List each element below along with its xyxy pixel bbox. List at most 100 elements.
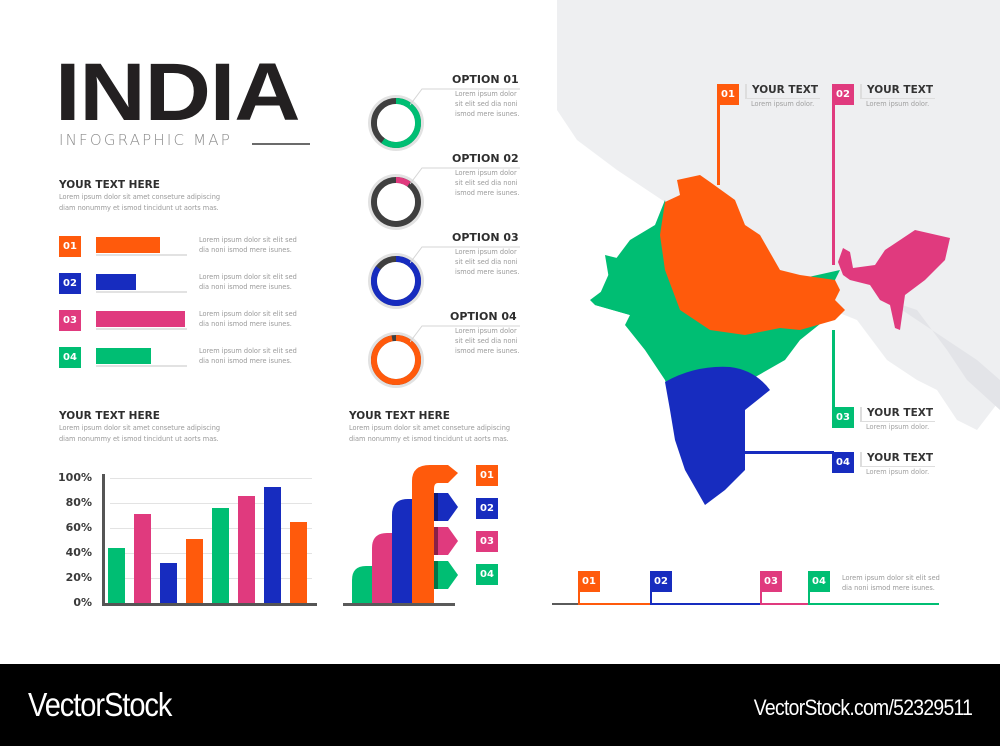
timeline-01-badge: 01 — [578, 571, 600, 592]
india-map — [590, 175, 950, 505]
timeline-stem — [578, 590, 580, 604]
timeline-segment-03 — [760, 603, 808, 605]
option-2-title: OPTION 02 — [452, 152, 519, 165]
item-text-2: dia noni ismod mere isunes. — [199, 320, 292, 328]
grid-line — [110, 503, 312, 504]
arrow-badge-02: 02 — [476, 498, 498, 519]
option-connector — [410, 167, 520, 185]
callout-01-title: YOUR TEXT — [752, 84, 819, 96]
item-01-badge: 01 — [59, 236, 81, 257]
item-text-2: dia noni ismod mere isunes. — [199, 357, 292, 365]
timeline-start — [552, 603, 578, 605]
page-subtitle: INFOGRAPHIC MAP — [59, 131, 233, 149]
timeline-02-badge: 02 — [650, 571, 672, 592]
option-line: sit elit sed dia noni — [455, 337, 518, 345]
option-4-title: OPTION 04 — [450, 310, 517, 323]
timeline-segment-01 — [578, 603, 650, 605]
footer-url[interactable]: VectorStock.com/52329511 — [753, 695, 973, 720]
callout-divider — [860, 84, 862, 99]
timeline-stem — [808, 590, 810, 604]
callout-03-line — [832, 330, 835, 420]
option-3-donut — [368, 253, 424, 309]
y-tick-label: 80% — [65, 496, 92, 509]
section-one-heading: YOUR TEXT HERE — [59, 179, 160, 191]
item-text-1: Lorem ipsum dolor sit elit sed — [199, 236, 297, 244]
callout-01-badge: 01 — [717, 84, 739, 105]
bar-7 — [264, 486, 281, 603]
item-03-bar — [96, 311, 185, 327]
item-text-1: Lorem ipsum dolor sit elit sed — [199, 347, 297, 355]
callout-02-line — [832, 90, 835, 265]
bar-1 — [108, 548, 125, 603]
option-line: Lorem ipsum dolor — [455, 90, 517, 98]
arrow-section-body-1: Lorem ipsum dolor sit amet conseture adi… — [349, 424, 511, 432]
callout-01-line — [717, 90, 720, 185]
bar-5 — [212, 508, 229, 603]
bar-section-heading: YOUR TEXT HERE — [59, 410, 160, 422]
subtitle-underline — [252, 143, 310, 145]
option-line: sit elit sed dia noni — [455, 258, 518, 266]
grid-line — [110, 553, 312, 554]
bar-section-body-1: Lorem ipsum dolor sit amet conseture adi… — [59, 424, 221, 432]
item-text-1: Lorem ipsum dolor sit elit sed — [199, 310, 297, 318]
arrow-badge-04: 04 — [476, 564, 498, 585]
option-1-title: OPTION 01 — [452, 73, 519, 86]
callout-02-badge: 02 — [832, 84, 854, 105]
callout-divider — [745, 84, 747, 99]
item-02-badge: 02 — [59, 273, 81, 294]
option-line: sit elit sed dia noni — [455, 179, 518, 187]
timeline-segment-02 — [650, 603, 760, 605]
y-tick-label: 60% — [65, 521, 92, 534]
item-03-badge: 03 — [59, 310, 81, 331]
callout-divider — [860, 452, 862, 467]
option-2-donut — [368, 174, 424, 230]
y-tick-label: 40% — [65, 546, 92, 559]
option-line: sit elit sed dia noni — [455, 100, 518, 108]
option-line: ismod mere isunes. — [455, 347, 520, 355]
footer-brand: VectorStock — [28, 686, 172, 723]
x-axis — [102, 603, 317, 606]
item-01-bar — [96, 237, 160, 253]
y-axis — [102, 474, 105, 605]
callout-03-badge: 03 — [832, 407, 854, 428]
callout-underline — [745, 98, 820, 99]
timeline-03-badge: 03 — [760, 571, 782, 592]
option-line: ismod mere isunes. — [455, 110, 520, 118]
option-3-title: OPTION 03 — [452, 231, 519, 244]
callout-underline — [860, 421, 935, 422]
option-line: Lorem ipsum dolor — [455, 169, 517, 177]
callout-03-title: YOUR TEXT — [867, 407, 934, 419]
item-04-badge: 04 — [59, 347, 81, 368]
option-line: ismod mere isunes. — [455, 189, 520, 197]
option-1-donut — [368, 95, 424, 151]
bar-8 — [290, 521, 307, 603]
footer-bar — [0, 664, 1000, 746]
infographic-canvas: INDIA INFOGRAPHIC MAP YOUR TEXT HERE Lor… — [55, 0, 1000, 609]
option-4-donut — [368, 332, 424, 388]
callout-underline — [860, 466, 935, 467]
section-one-body-2: diam nonummy et ismod tincidunt ut aorts… — [59, 204, 219, 212]
callout-04-line — [738, 451, 834, 454]
arrow-step-graphic — [343, 465, 458, 606]
bar-track — [96, 254, 187, 256]
callout-01-sub: Lorem ipsum dolor. — [751, 100, 815, 108]
callout-02-sub: Lorem ipsum dolor. — [866, 100, 930, 108]
section-one-body-1: Lorem ipsum dolor sit amet conseture adi… — [59, 193, 221, 201]
grid-line — [110, 578, 312, 579]
item-text-2: dia noni ismod mere isunes. — [199, 246, 292, 254]
timeline-text-2: dia noni ismod mere isunes. — [842, 584, 935, 592]
item-04-bar — [96, 348, 151, 364]
callout-03-sub: Lorem ipsum dolor. — [866, 423, 930, 431]
y-tick-label: 0% — [73, 596, 92, 609]
option-connector — [410, 88, 520, 106]
callout-divider — [860, 407, 862, 422]
arrow-badge-03: 03 — [476, 531, 498, 552]
timeline-04-badge: 04 — [808, 571, 830, 592]
option-line: ismod mere isunes. — [455, 268, 520, 276]
map-background — [557, 0, 1000, 430]
item-text-2: dia noni ismod mere isunes. — [199, 283, 292, 291]
timeline-stem — [760, 590, 762, 604]
grid-line — [110, 528, 312, 529]
timeline-text-1: Lorem ipsum dolor sit elit sed — [842, 574, 940, 582]
callout-04-badge: 04 — [832, 452, 854, 473]
